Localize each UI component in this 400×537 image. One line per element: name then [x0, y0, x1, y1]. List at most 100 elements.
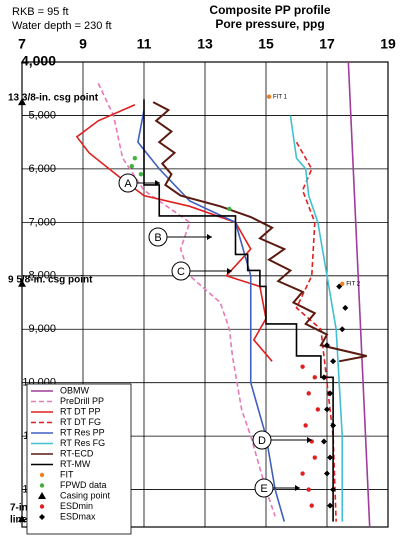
legend-label: ESDmax — [60, 511, 96, 521]
y-tick-label: 5,000 — [28, 109, 56, 121]
legend-label: Casing point — [60, 490, 111, 500]
legend-label: RT Res FG — [60, 438, 105, 448]
marker — [312, 375, 317, 380]
callout-circle — [252, 430, 272, 450]
legend-swatch — [39, 472, 45, 478]
series-line — [347, 61, 371, 528]
callout-circle — [118, 173, 138, 193]
marker — [129, 164, 134, 169]
callout-label: A — [124, 178, 132, 190]
series-line — [152, 101, 367, 363]
legend-box — [26, 383, 132, 535]
legend-label: RT-MW — [60, 459, 91, 469]
marker — [18, 279, 26, 287]
note: Water depth = 230 ft — [12, 20, 112, 32]
marker — [312, 455, 317, 460]
marker — [330, 422, 337, 429]
y-tick-label: 9,000 — [28, 323, 56, 335]
x-tick-label: 13 — [197, 36, 213, 52]
x-tick-label: 15 — [258, 36, 274, 52]
marker — [330, 358, 337, 365]
marker — [336, 283, 343, 290]
legend-label: FPWD data — [60, 480, 107, 490]
series-line — [289, 115, 344, 522]
marker — [306, 487, 311, 492]
marker — [320, 374, 327, 381]
annotation: liner — [10, 515, 31, 526]
callout-circle — [254, 478, 274, 498]
legend-label: RT Res PP — [60, 427, 105, 437]
legend-label: RT DT FG — [60, 417, 101, 427]
note: RKB = 95 ft — [12, 6, 69, 18]
marker — [300, 471, 305, 476]
marker — [324, 406, 330, 413]
marker — [324, 470, 330, 477]
annotation: 13 3/8-in. csg point — [8, 93, 99, 104]
legend-label: ESDmin — [60, 501, 93, 511]
legend-label: RT DT PP — [60, 406, 101, 416]
x-tick-label: 7 — [18, 36, 26, 52]
y-tick-label: 7,000 — [28, 216, 56, 228]
series-line — [137, 109, 286, 522]
callout-arrowhead — [155, 180, 160, 186]
callout-arrowhead — [207, 234, 212, 240]
marker — [266, 94, 272, 99]
plot-frame — [21, 61, 389, 528]
callout-label: B — [154, 232, 161, 244]
point-label: FIT 1 — [273, 94, 288, 100]
callout-circle — [148, 227, 168, 247]
x-tick-label: 19 — [380, 36, 396, 52]
marker — [324, 342, 330, 349]
marker — [138, 172, 144, 177]
legend-swatch — [39, 504, 45, 509]
x-tick-label: 11 — [137, 36, 152, 52]
callout-arrowhead — [295, 485, 300, 491]
legend-swatch — [39, 514, 45, 520]
callout-label: C — [177, 266, 185, 278]
callout-arrowhead — [307, 437, 312, 443]
chart-title: Composite PP profile — [209, 3, 330, 17]
marker — [303, 423, 308, 428]
marker — [320, 438, 327, 445]
legend-label: OBMW — [60, 385, 90, 395]
marker — [342, 304, 349, 311]
marker — [300, 364, 305, 369]
series-line — [143, 99, 334, 522]
legend-swatch — [39, 483, 45, 488]
marker — [340, 281, 345, 287]
marker — [327, 390, 334, 397]
series-line — [295, 141, 337, 522]
x-tick-label: 9 — [79, 36, 87, 52]
y-tick-label: 8,000 — [28, 270, 56, 282]
legend-label: FIT — [60, 469, 74, 479]
marker — [306, 391, 311, 396]
series-line — [97, 83, 276, 517]
callout-label: E — [260, 483, 267, 495]
annotation: 7-in. — [10, 503, 31, 514]
callout-label: D — [258, 435, 266, 447]
legend-swatch — [38, 492, 46, 499]
marker — [132, 156, 138, 161]
point-label: FIT 2 — [346, 281, 361, 287]
marker — [339, 326, 346, 333]
callout-circle — [171, 261, 191, 281]
x-tick-label: 17 — [319, 36, 335, 52]
series-line — [75, 104, 273, 362]
marker — [315, 407, 321, 412]
marker — [18, 514, 26, 522]
callout-arrowhead — [227, 268, 232, 274]
annotation: 9 5/8-in. csg point — [8, 274, 93, 285]
marker — [309, 503, 314, 508]
chart-subtitle: Pore pressure, ppg — [215, 17, 324, 31]
y-tick-label: 6,000 — [28, 163, 56, 175]
marker — [327, 454, 334, 461]
marker — [18, 98, 26, 106]
marker — [227, 206, 232, 212]
marker — [330, 486, 337, 493]
marker — [327, 502, 334, 509]
legend-label: RT-ECD — [60, 448, 94, 458]
y-tick-label: 4,000 — [21, 53, 56, 69]
legend-label: PreDrill PP — [60, 396, 104, 406]
